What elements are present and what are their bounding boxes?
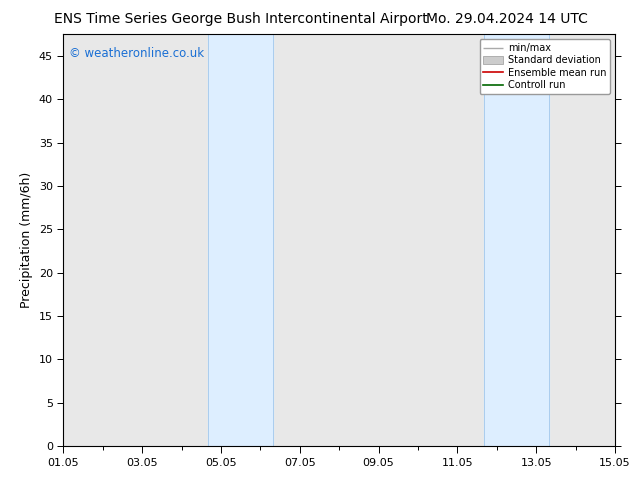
- Y-axis label: Precipitation (mm/6h): Precipitation (mm/6h): [20, 172, 34, 308]
- Text: Mo. 29.04.2024 14 UTC: Mo. 29.04.2024 14 UTC: [426, 12, 588, 26]
- Bar: [484, 34, 549, 446]
- Legend: min/max, Standard deviation, Ensemble mean run, Controll run: min/max, Standard deviation, Ensemble me…: [479, 39, 610, 94]
- Bar: [208, 34, 273, 446]
- Text: ENS Time Series George Bush Intercontinental Airport: ENS Time Series George Bush Intercontine…: [54, 12, 428, 26]
- Text: © weatheronline.co.uk: © weatheronline.co.uk: [69, 47, 204, 60]
